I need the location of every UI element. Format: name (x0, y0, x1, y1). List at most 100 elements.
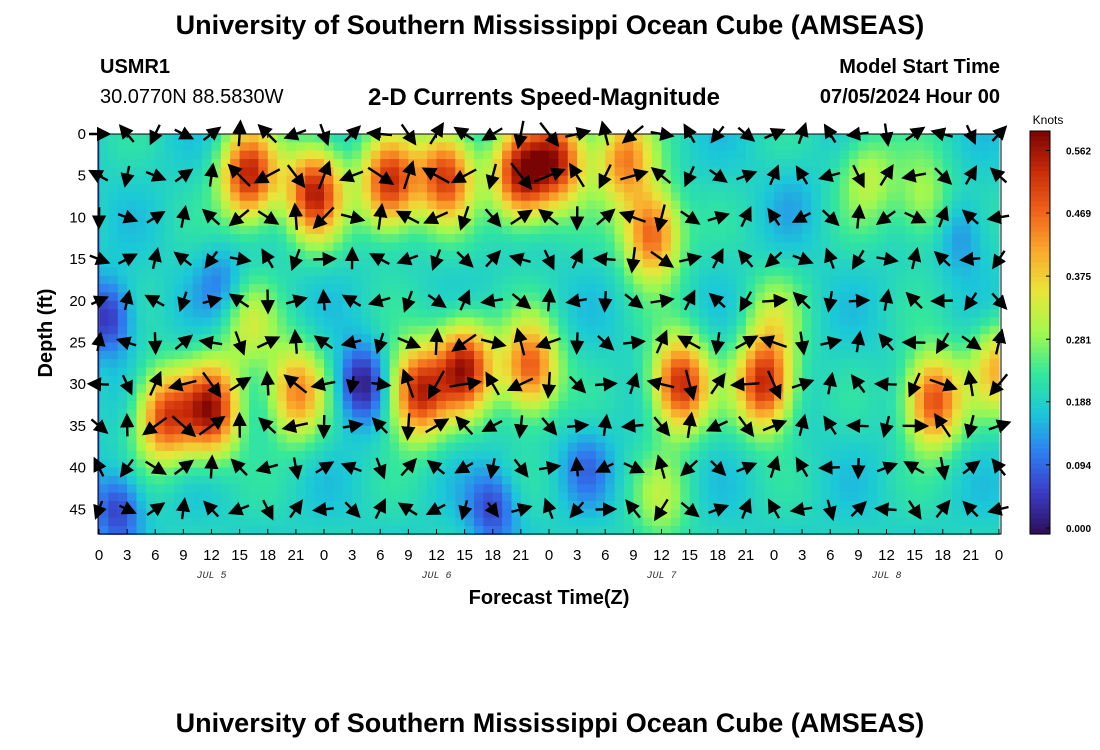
heatmap-cell (530, 134, 541, 143)
heatmap-cell (258, 267, 269, 277)
heatmap-cell (895, 242, 906, 252)
heatmap-cell (211, 242, 222, 252)
heatmap-cell (389, 459, 400, 469)
heatmap-cell (830, 459, 841, 469)
heatmap-cell (399, 134, 409, 143)
heatmap-cell (952, 309, 963, 319)
heatmap-cell (820, 525, 831, 535)
heatmap-cell (980, 142, 991, 152)
heatmap-cell (286, 359, 297, 369)
heatmap-cell (99, 484, 109, 494)
heatmap-cell (933, 134, 944, 143)
heatmap-cell (370, 484, 381, 494)
heatmap-cell (333, 292, 344, 302)
heatmap-cell (624, 142, 634, 152)
heatmap-cell (802, 334, 813, 344)
heatmap-cell (652, 475, 663, 485)
heatmap-cell (455, 275, 466, 285)
heatmap-cell (520, 292, 531, 302)
heatmap-cell (539, 517, 550, 527)
heatmap-cell (886, 275, 897, 285)
heatmap-cell (267, 500, 278, 510)
heatmap-cell (905, 309, 916, 319)
heatmap-cell (970, 350, 981, 360)
heatmap-cell (689, 259, 700, 269)
heatmap-cell (802, 525, 813, 535)
heatmap-cell (239, 234, 250, 244)
heatmap-cell (774, 309, 784, 319)
heatmap-cell (286, 142, 297, 152)
heatmap-cell (136, 209, 147, 218)
heatmap-cell (408, 250, 419, 260)
heatmap-cell (839, 259, 850, 269)
heatmap-cell (952, 267, 963, 277)
heatmap-cell (211, 225, 222, 235)
heatmap-cell (661, 434, 672, 444)
current-vector-arrow (429, 327, 444, 355)
heatmap-cell (745, 250, 756, 260)
heatmap-cell (895, 275, 906, 285)
current-vector-arrow (257, 210, 280, 225)
heatmap-cell (595, 284, 606, 294)
heatmap-cell (699, 417, 709, 427)
heatmap-cell (324, 275, 334, 285)
heatmap-cell (670, 409, 681, 419)
heatmap-cell (324, 375, 334, 385)
heatmap-cell (99, 409, 109, 419)
heatmap-cell (520, 234, 531, 244)
heatmap-cell (520, 250, 531, 260)
heatmap-cell (192, 250, 203, 260)
heatmap-cell (905, 200, 916, 210)
heatmap-cell (286, 234, 297, 244)
heatmap-cell (924, 459, 934, 469)
heatmap-cell (324, 409, 334, 419)
heatmap-cell (305, 367, 316, 377)
heatmap-cell (483, 442, 494, 452)
heatmap-cell (745, 492, 756, 502)
heatmap-cell (558, 309, 569, 319)
heatmap-cell (239, 150, 250, 160)
heatmap-cell (980, 200, 991, 210)
heatmap-cell (314, 325, 325, 335)
heatmap-cell (183, 450, 194, 460)
heatmap-cell (830, 192, 841, 202)
heatmap-cell (492, 359, 503, 369)
heatmap-cell (970, 400, 981, 410)
heatmap-cell (136, 342, 147, 352)
heatmap-cell (614, 525, 625, 535)
heatmap-cell (624, 242, 634, 252)
heatmap-cell (342, 509, 353, 519)
heatmap-cell (464, 234, 475, 244)
heatmap-cell (99, 509, 109, 519)
current-vector-arrow (455, 415, 474, 436)
heatmap-cell (877, 284, 888, 294)
heatmap-cell (830, 450, 841, 460)
heatmap-cell (680, 434, 691, 444)
heatmap-cell (249, 259, 259, 269)
heatmap-cell (895, 134, 906, 143)
heatmap-cell (511, 450, 522, 460)
heatmap-cell (295, 450, 306, 460)
heatmap-cell (614, 275, 625, 285)
heatmap-cell (924, 167, 934, 177)
heatmap-cell (802, 459, 813, 469)
heatmap-cell (530, 192, 541, 202)
heatmap-cell (389, 209, 400, 218)
current-vector-arrow (962, 500, 979, 518)
heatmap-cell (502, 159, 513, 168)
heatmap-cell (286, 450, 297, 460)
heatmap-cell (417, 417, 428, 427)
heatmap-cell (183, 309, 194, 319)
heatmap-cell (202, 375, 213, 385)
heatmap-cell (164, 184, 175, 193)
current-vector-arrow (596, 208, 616, 226)
heatmap-cell (352, 450, 363, 460)
heatmap-cell (549, 309, 559, 319)
heatmap-cell (849, 350, 859, 360)
heatmap-cell (417, 359, 428, 369)
heatmap-cell (455, 450, 466, 460)
heatmap-cell (389, 517, 400, 527)
heatmap-cell (858, 284, 869, 294)
heatmap-cell (520, 417, 531, 427)
current-vector-arrow (762, 419, 788, 433)
